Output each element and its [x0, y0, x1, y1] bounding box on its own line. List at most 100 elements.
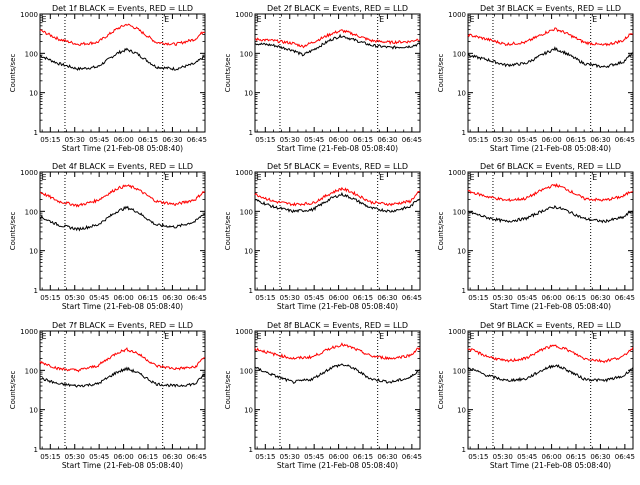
- x-axis-label: Start Time (21-Feb-08 05:08:40): [62, 461, 183, 470]
- event-marker-label: E: [164, 173, 169, 182]
- x-axis-label: Start Time (21-Feb-08 05:08:40): [490, 144, 611, 153]
- events-series-line: [467, 205, 634, 224]
- x-tick-label: 06:00: [541, 453, 561, 461]
- lld-series-line: [254, 29, 421, 49]
- x-tick-label: 06:30: [377, 294, 397, 302]
- x-tick-label: 06:30: [590, 136, 610, 144]
- event-marker-label: E: [379, 15, 384, 24]
- x-tick-label: 05:15: [255, 136, 275, 144]
- panel-title: Det 5f BLACK = Events, RED = LLD: [267, 162, 408, 171]
- x-tick-label: 06:30: [590, 294, 610, 302]
- x-tick-label: 05:45: [304, 294, 324, 302]
- event-marker-label: E: [42, 15, 47, 24]
- panel-title: Det 2f BLACK = Events, RED = LLD: [267, 4, 408, 13]
- x-tick-label: 05:15: [255, 453, 275, 461]
- y-axis-label: Counts/sec: [9, 212, 17, 251]
- y-tick-label: 1000: [235, 328, 253, 336]
- y-tick-label: 1000: [448, 169, 466, 177]
- x-tick-label: 06:45: [615, 294, 635, 302]
- x-axis-label: Start Time (21-Feb-08 05:08:40): [277, 302, 398, 311]
- x-tick-label: 06:15: [138, 136, 158, 144]
- x-tick-label: 05:30: [280, 136, 300, 144]
- y-axis-label: Counts/sec: [9, 371, 17, 410]
- x-tick-label: 06:00: [113, 453, 133, 461]
- x-tick-label: 06:30: [162, 453, 182, 461]
- x-tick-label: 05:30: [65, 294, 85, 302]
- panel-title: Det 9f BLACK = Events, RED = LLD: [480, 321, 621, 330]
- x-axis-label: Start Time (21-Feb-08 05:08:40): [490, 302, 611, 311]
- x-tick-label: 06:45: [615, 136, 635, 144]
- y-tick-label: 1: [462, 446, 466, 454]
- y-axis-label: Counts/sec: [9, 54, 17, 93]
- x-tick-label: 05:15: [468, 136, 488, 144]
- x-tick-label: 05:15: [40, 136, 60, 144]
- x-tick-label: 05:45: [304, 453, 324, 461]
- x-tick-label: 06:00: [541, 294, 561, 302]
- event-marker-label: E: [164, 332, 169, 341]
- lld-series-line: [467, 27, 634, 47]
- event-marker-label: E: [379, 332, 384, 341]
- panel-4: Det 4f BLACK = Events, RED = LLD 1 10 100 10…: [9, 162, 207, 311]
- plot-frame: [39, 13, 206, 133]
- events-series-line: [254, 363, 421, 384]
- y-axis-label: Counts/sec: [224, 212, 232, 251]
- x-tick-label: 05:30: [65, 453, 85, 461]
- events-series-line: [39, 366, 206, 388]
- y-axis-label: Counts/sec: [437, 371, 445, 410]
- x-tick-label: 05:15: [468, 294, 488, 302]
- y-tick-label: 1: [462, 129, 466, 137]
- y-tick-label: 100: [25, 367, 38, 375]
- y-tick-label: 10: [244, 407, 253, 415]
- panel-title: Det 6f BLACK = Events, RED = LLD: [480, 162, 621, 171]
- x-tick-label: 06:45: [615, 453, 635, 461]
- x-tick-label: 06:00: [541, 136, 561, 144]
- x-tick-label: 06:00: [328, 453, 348, 461]
- y-tick-label: 1: [249, 287, 253, 295]
- x-tick-label: 05:15: [255, 294, 275, 302]
- y-tick-label: 1: [34, 129, 38, 137]
- x-tick-label: 06:45: [402, 453, 422, 461]
- x-tick-label: 06:15: [566, 294, 586, 302]
- event-marker-label: E: [470, 173, 475, 182]
- panel-title: Det 7f BLACK = Events, RED = LLD: [52, 321, 193, 330]
- y-tick-label: 100: [453, 367, 466, 375]
- panel-8: Det 8f BLACK = Events, RED = LLD 1 10 100 10…: [224, 321, 422, 470]
- x-tick-label: 05:45: [89, 453, 109, 461]
- x-tick-label: 06:45: [402, 294, 422, 302]
- y-tick-label: 10: [29, 407, 38, 415]
- panel-1: Det 1f BLACK = Events, RED = LLD 1 10 100 10…: [9, 4, 207, 153]
- x-tick-label: 05:45: [517, 136, 537, 144]
- events-series-line: [254, 33, 421, 57]
- panel-6: Det 6f BLACK = Events, RED = LLD 1 10 100 10…: [437, 162, 635, 311]
- y-tick-label: 10: [244, 248, 253, 256]
- x-axis-label: Start Time (21-Feb-08 05:08:40): [277, 461, 398, 470]
- y-tick-label: 10: [457, 407, 466, 415]
- event-marker-label: E: [470, 332, 475, 341]
- y-tick-label: 1000: [20, 328, 38, 336]
- plot-frame: [467, 13, 634, 133]
- y-tick-label: 100: [453, 208, 466, 216]
- events-series-line: [39, 205, 205, 232]
- events-series-line: [467, 364, 634, 383]
- lld-series-line: [39, 23, 205, 47]
- plot-frame: [39, 171, 206, 291]
- plot-frame: [467, 171, 634, 291]
- plot-frame: [39, 330, 206, 450]
- lld-series-line: [39, 347, 205, 373]
- y-axis-label: Counts/sec: [437, 54, 445, 93]
- panel-5: Det 5f BLACK = Events, RED = LLD 1 10 100 10…: [224, 162, 422, 311]
- event-marker-label: E: [592, 173, 597, 182]
- x-axis-label: Start Time (21-Feb-08 05:08:40): [277, 144, 398, 153]
- x-tick-label: 06:30: [162, 294, 182, 302]
- y-tick-label: 1000: [448, 11, 466, 19]
- x-tick-label: 06:45: [402, 136, 422, 144]
- x-tick-label: 05:15: [468, 453, 488, 461]
- plot-frame: [254, 330, 421, 450]
- x-tick-label: 06:15: [138, 294, 158, 302]
- x-tick-label: 05:30: [280, 453, 300, 461]
- x-tick-label: 06:45: [187, 136, 207, 144]
- event-marker-label: E: [42, 173, 47, 182]
- y-tick-label: 100: [25, 208, 38, 216]
